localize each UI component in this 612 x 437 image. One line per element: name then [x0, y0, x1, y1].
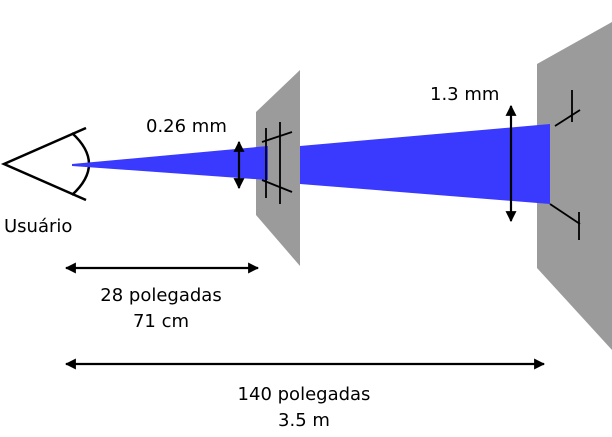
near-crosshair [261, 122, 293, 204]
near-distance-cm-label: 71 cm [133, 311, 189, 332]
far-light-beam [300, 124, 550, 204]
near-screen [256, 70, 300, 266]
user-label: Usuário [4, 216, 72, 237]
near-light-beam [72, 146, 268, 180]
small-size-label: 0.26 mm [146, 116, 227, 137]
far-distance-m-label: 3.5 m [278, 410, 330, 431]
large-size-label: 1.3 mm [430, 84, 499, 105]
far-distance-inches-label: 140 polegadas [238, 384, 371, 405]
far-screen [537, 22, 612, 350]
far-crosshair [549, 90, 581, 240]
near-distance-inches-label: 28 polegadas [100, 285, 221, 306]
